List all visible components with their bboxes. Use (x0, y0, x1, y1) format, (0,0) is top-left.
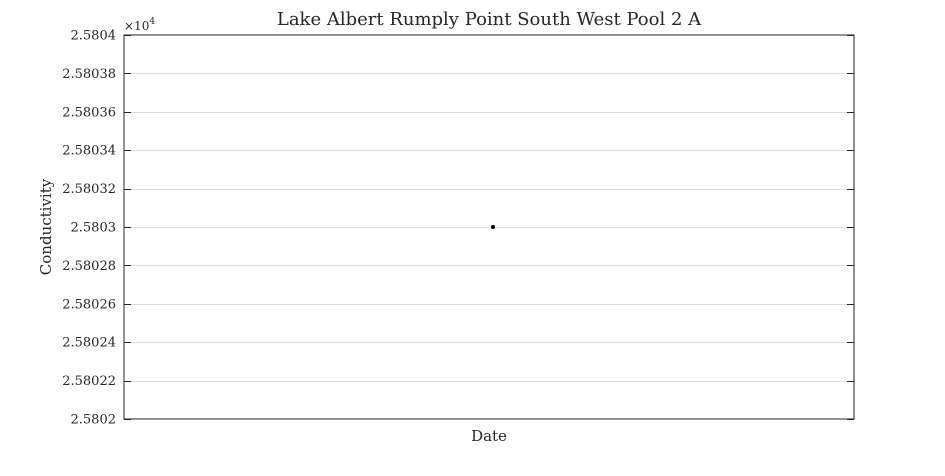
y-tick-label: 2.58024 (62, 336, 116, 351)
y-axis-label: Conductivity (37, 178, 55, 275)
y-tick-label: 2.58026 (62, 297, 116, 312)
y-axis-exponent: ×104 (124, 17, 155, 33)
data-point (491, 225, 495, 229)
y-tick-label: 2.58036 (62, 105, 116, 120)
y-tick-label: 2.5804 (71, 29, 117, 44)
tick-layer: 2.5802 2.58022 2.58024 2.58026 2.58028 2.5803… (62, 29, 854, 428)
y-tick-label: 2.58022 (62, 374, 116, 389)
y-tick-label: 2.58034 (62, 144, 116, 159)
grid-layer (124, 73, 854, 382)
y-tick-label: 2.58028 (62, 259, 116, 274)
y-tick-label: 2.58032 (62, 182, 116, 197)
y-tick-label: 2.5802 (71, 413, 117, 428)
chart-title: Lake Albert Rumply Point South West Pool… (277, 9, 702, 30)
y-tick-label: 2.5803 (71, 221, 117, 236)
y-tick-label: 2.58038 (62, 67, 116, 82)
points-layer (491, 225, 495, 229)
y-axis-exponent-base: ×10 (124, 19, 149, 33)
y-axis-exponent-power: 4 (149, 17, 155, 27)
x-axis-label: Date (471, 427, 507, 445)
